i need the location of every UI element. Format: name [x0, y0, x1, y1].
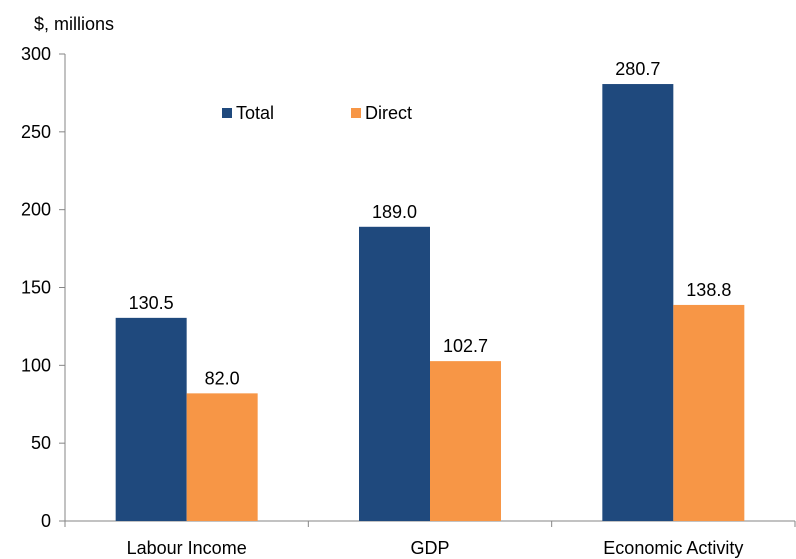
- legend: Total Direct: [222, 103, 412, 123]
- legend-label-direct: Direct: [365, 103, 412, 123]
- data-label-direct-labour-income: 82.0: [205, 368, 240, 388]
- bar-total-labour-income: [115, 317, 187, 521]
- y-tick-label: 150: [21, 278, 51, 298]
- y-ticks: 0 50 100 150 200 250 300: [21, 44, 65, 531]
- data-labels: 130.5 82.0 189.0 102.7 280.7 138.8: [129, 59, 732, 388]
- legend-swatch-total: [222, 108, 232, 118]
- bar-direct-economic-activity: [673, 304, 745, 521]
- x-ticks: Labour Income GDP Economic Activity: [64, 521, 796, 558]
- legend-label-total: Total: [236, 103, 274, 123]
- y-axis: 0 50 100 150 200 250 300: [21, 44, 66, 531]
- y-tick-label: 50: [31, 433, 51, 453]
- data-label-total-labour-income: 130.5: [129, 293, 174, 313]
- data-label-total-gdp: 189.0: [372, 202, 417, 222]
- bar-direct-gdp: [430, 361, 501, 521]
- y-tick-label: 250: [21, 122, 51, 142]
- x-category-label: GDP: [410, 538, 449, 558]
- bar-direct-labour-income: [186, 393, 258, 521]
- bar-total-economic-activity: [602, 84, 674, 521]
- y-tick-label: 100: [21, 355, 51, 375]
- data-label-total-economic-activity: 280.7: [615, 59, 660, 79]
- bars: [115, 84, 745, 522]
- y-unit-label: $, millions: [34, 14, 114, 34]
- x-axis: Labour Income GDP Economic Activity: [64, 520, 796, 558]
- x-category-label: Labour Income: [127, 538, 247, 558]
- data-label-direct-economic-activity: 138.8: [686, 280, 731, 300]
- y-tick-label: 300: [21, 44, 51, 64]
- data-label-direct-gdp: 102.7: [443, 336, 488, 356]
- y-tick-label: 200: [21, 200, 51, 220]
- bar-total-gdp: [359, 226, 430, 522]
- legend-swatch-direct: [351, 108, 361, 118]
- x-category-label: Economic Activity: [603, 538, 743, 558]
- y-tick-label: 0: [41, 511, 51, 531]
